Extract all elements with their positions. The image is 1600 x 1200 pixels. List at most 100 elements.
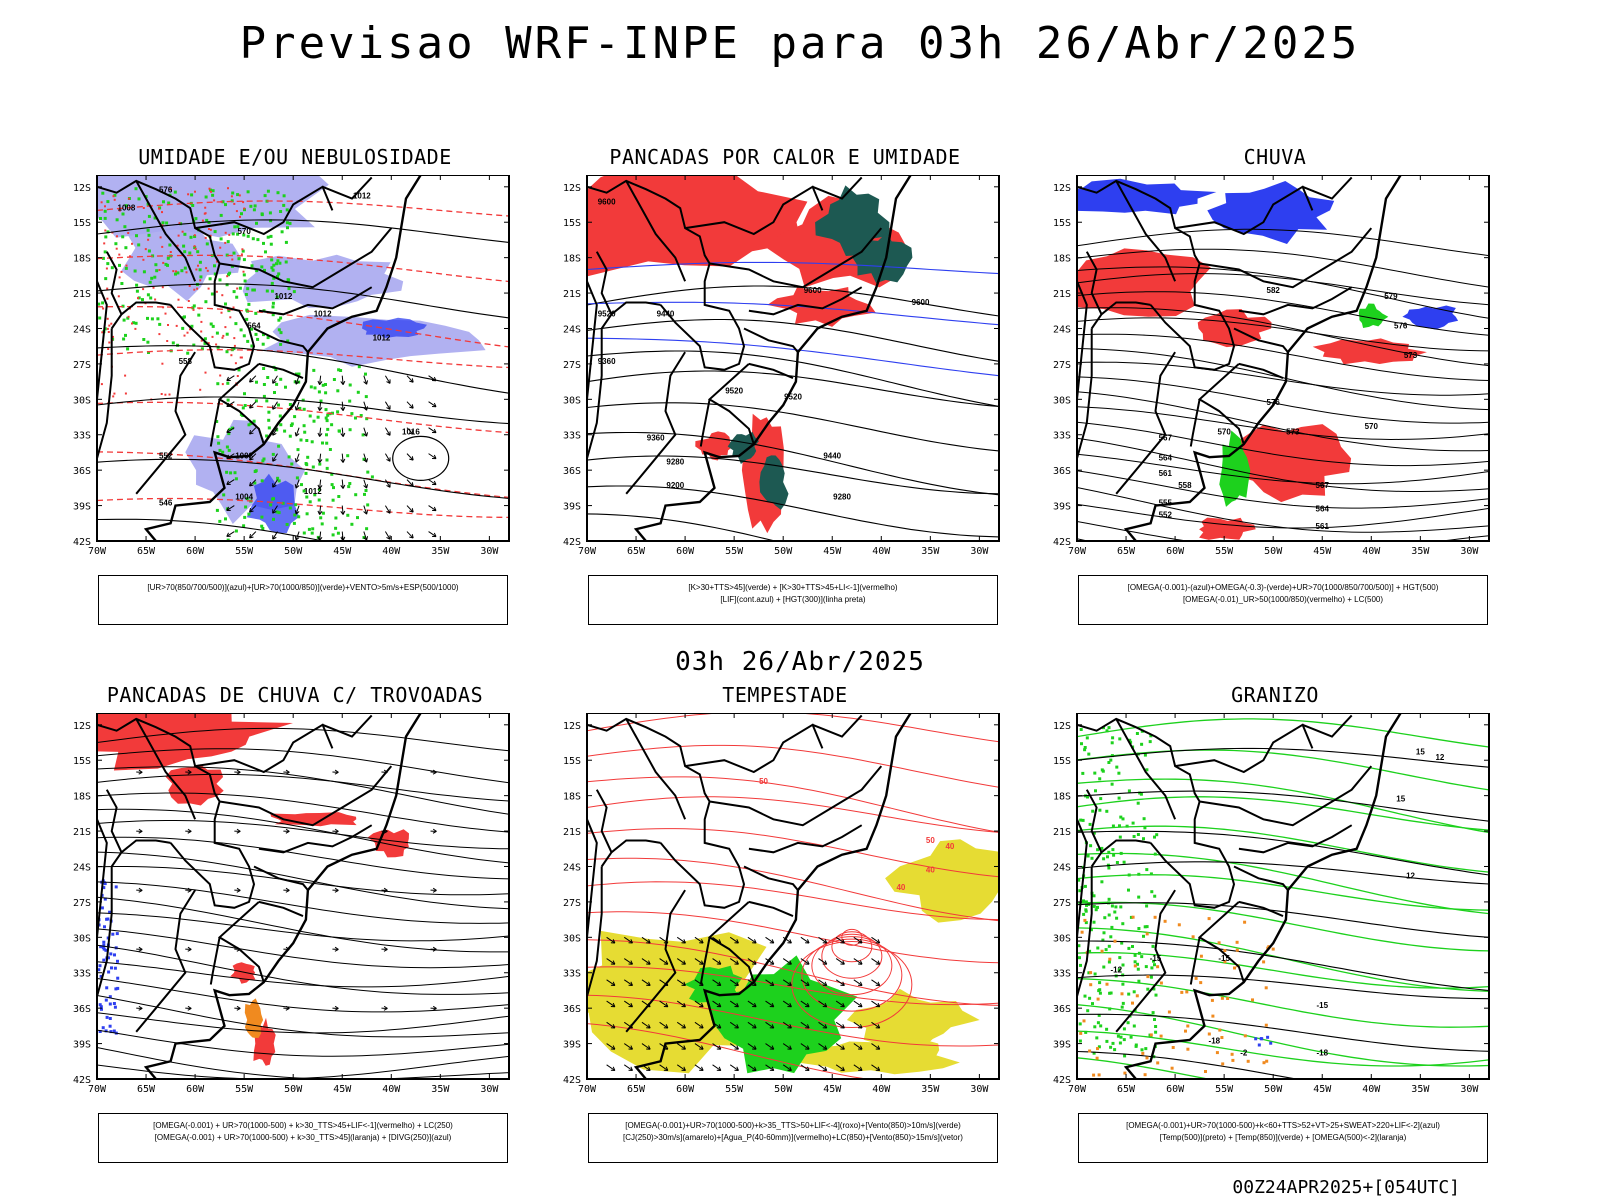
omega-green-area <box>1219 430 1251 507</box>
contour-label: 567 <box>1316 481 1330 490</box>
humidity-green-speck <box>356 516 359 520</box>
contour-label: 9520 <box>725 386 743 395</box>
humidity-green-speck <box>222 493 226 497</box>
thickness-red-speck <box>213 199 216 202</box>
thunder-red-area <box>367 829 409 858</box>
temp850-green-speck <box>1144 1047 1148 1051</box>
humidity-green-speck <box>198 268 202 272</box>
humidity-green-speck <box>122 337 126 341</box>
divergence-blue-speck <box>115 932 119 936</box>
wind-vector <box>782 1043 792 1050</box>
humidity-green-speck <box>207 221 211 224</box>
humidity-green-speck <box>104 277 108 281</box>
humidity-green-speck <box>193 235 197 238</box>
temp850-green-speck <box>1107 960 1111 964</box>
thickness-red-speck <box>100 383 103 386</box>
streamline-arrow <box>185 1005 192 1011</box>
wind-vector <box>853 936 863 944</box>
country-border <box>1302 176 1353 200</box>
lon-tick-label: 40W <box>1362 1084 1381 1095</box>
thickness-red-speck <box>162 306 165 309</box>
thickness-red-speck <box>200 339 203 342</box>
divergence-blue-speck <box>108 995 112 999</box>
thickness-red-speck <box>194 247 197 250</box>
humidity-green-speck <box>147 351 150 354</box>
lon-tick-label: 50W <box>284 546 303 557</box>
omega500-orange-speck <box>1100 949 1104 953</box>
temp850-green-speck <box>1091 809 1095 813</box>
temp850-green-speck <box>1088 949 1092 953</box>
humidity-green-speck <box>262 457 266 461</box>
lc850-contour <box>587 911 999 964</box>
country-border <box>1149 263 1236 371</box>
temp850-green-speck <box>1078 1039 1082 1043</box>
contour-label: 1004 <box>235 493 253 502</box>
contour-label: 573 <box>1404 351 1418 360</box>
temp850-green-speck <box>1099 797 1103 801</box>
humidity-green-speck <box>262 367 266 370</box>
omega500-orange-speck <box>1108 957 1112 961</box>
humidity-green-speck <box>297 515 301 519</box>
temp850-green-speck <box>1093 1025 1097 1029</box>
thickness-red-speck <box>193 245 196 248</box>
humidity-green-speck <box>287 455 291 459</box>
temp850-green-speck <box>1092 920 1096 924</box>
temp850-green-speck <box>1115 861 1119 864</box>
humidity-green-speck <box>303 430 307 434</box>
humidity-green-speck <box>210 292 214 296</box>
wind-vector <box>835 1043 845 1050</box>
temp850-green-speck <box>1087 752 1091 756</box>
wind-vector <box>782 979 792 986</box>
contour-label: -12 <box>1110 966 1122 975</box>
wind-vector <box>747 1064 757 1071</box>
wind-vector <box>818 979 828 986</box>
temp850-green-speck <box>1096 946 1100 950</box>
legend-pancadas-calor: [K>30+TTS>45](verde) + [K>30+TTS>45+LI<-… <box>588 575 998 625</box>
lat-tick-label: 42S <box>73 1075 91 1086</box>
lat-tick-label: 18S <box>563 254 581 265</box>
contour-label: 570 <box>237 227 251 236</box>
temp850-green-speck <box>1098 981 1102 985</box>
lon-tick-label: 55W <box>1215 1084 1234 1095</box>
wind-vector <box>623 936 633 944</box>
humidity-green-speck <box>325 466 329 470</box>
map-border <box>96 713 510 1080</box>
thickness-red-speck <box>106 327 109 330</box>
omega500-orange-speck <box>1089 971 1093 975</box>
humidity-green-speck <box>215 420 219 423</box>
panel-title: PANCADAS DE CHUVA C/ TROVOADAS <box>106 683 484 707</box>
humidity-green-speck <box>121 304 125 308</box>
humidity-green-speck <box>295 476 299 480</box>
humidity-green-speck <box>103 209 107 213</box>
humidity-green-speck <box>255 269 259 273</box>
humidity-green-speck <box>330 472 334 476</box>
temp850-green-speck <box>1109 758 1113 762</box>
legend-line: [OMEGA(-0.001)+UR>70(1000-500)+k<60+TTS>… <box>1126 1121 1440 1130</box>
wind-vector <box>694 936 704 944</box>
wind-vector <box>606 1043 616 1050</box>
temp850-green-speck <box>1123 1054 1127 1058</box>
streamline-250 <box>97 773 509 802</box>
jet-yellow-area <box>885 839 999 923</box>
humidity-green-speck <box>278 261 282 265</box>
omega500-orange-speck <box>1131 915 1135 919</box>
hgt300-contour <box>587 431 999 496</box>
wind-vector <box>406 531 414 539</box>
humidity-green-speck <box>233 225 237 229</box>
thickness-red-speck <box>125 264 128 267</box>
humidity-green-speck <box>101 191 105 195</box>
country-border <box>97 866 113 1001</box>
country-border <box>209 399 221 447</box>
thickness-red-speck <box>241 248 244 251</box>
wind-vector <box>406 375 414 383</box>
lon-tick-label: 70W <box>88 1084 107 1095</box>
temp850-green-speck <box>1084 1030 1088 1034</box>
humidity-green-speck <box>302 407 306 411</box>
thickness-red-speck <box>100 201 103 204</box>
lat-tick-label: 21S <box>73 827 91 838</box>
main-title: Previsao WRF-INPE para 03h 26/Abr/2025 <box>239 18 1361 69</box>
humidity-green-speck <box>260 515 264 519</box>
hgt500-contour <box>1077 406 1489 441</box>
instability-green-area <box>815 185 890 256</box>
lon-tick-label: 45W <box>823 1084 842 1095</box>
